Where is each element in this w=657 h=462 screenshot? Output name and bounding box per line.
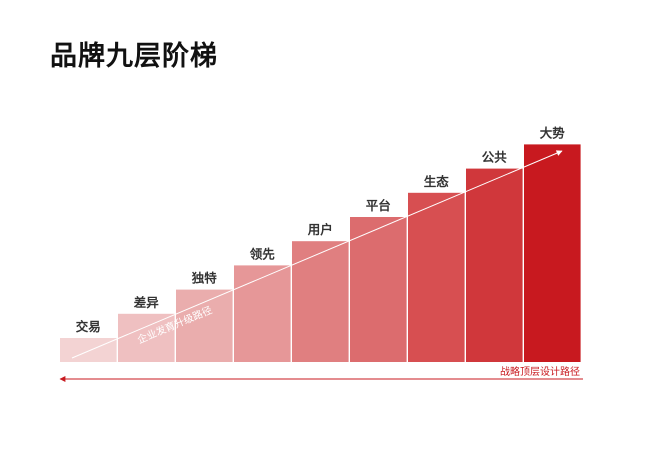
ladder-step-6 [350,217,407,362]
ladder-step-1 [60,338,117,362]
ladder-step-label-5: 用户 [307,222,333,237]
ladder-step-label-8: 公共 [482,150,508,165]
growth-path-arrow [71,150,563,359]
ladder-step-label-9: 大势 [540,125,566,140]
ladder-step-label-1: 交易 [76,319,101,334]
ladder-step-label-7: 生态 [424,174,450,189]
page-title: 品牌九层阶梯 [50,41,218,72]
ladder-step-2 [118,313,175,362]
ladder-step-8 [466,168,523,362]
ladder-step-7 [408,192,465,362]
ladder-step-label-4: 领先 [250,246,276,261]
ladder-step-9 [524,144,581,362]
ladder-step-4 [234,265,291,362]
ladder-step-label-2: 差异 [133,295,160,310]
ladder-step-label-3: 独特 [191,271,218,286]
strategy-path-label: 战略顶层设计路径 [500,365,580,378]
ladder-step-5 [292,241,349,362]
ladder-step-label-6: 平台 [366,198,391,213]
